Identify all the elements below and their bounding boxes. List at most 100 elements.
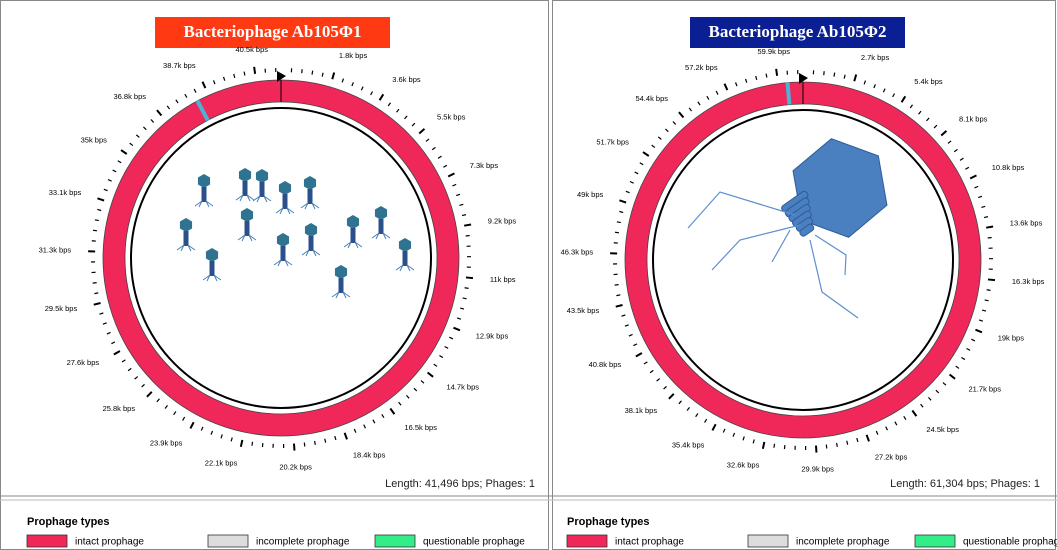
scale-tick: [615, 285, 619, 286]
scale-tick: [99, 313, 103, 314]
scale-tick: [844, 75, 845, 79]
scale-tick: [465, 288, 469, 289]
scale-tick: [190, 422, 193, 428]
scale-tick: [982, 310, 986, 311]
scale-tick: [669, 394, 674, 399]
scale-tick: [421, 381, 424, 384]
scale-tick: [987, 290, 991, 291]
scale-tick: [174, 411, 176, 414]
scale-tick: [315, 441, 316, 445]
scale-tick: [352, 82, 354, 86]
tick-label: 38.7k bps: [163, 61, 196, 70]
legend-label: incomplete prophage: [256, 537, 350, 548]
scale-tick: [304, 443, 305, 447]
phage-tail: [281, 246, 286, 261]
scale-tick: [943, 383, 946, 386]
tick-label: 12.9k bps: [476, 332, 509, 341]
scale-tick: [615, 232, 619, 233]
scale-tick: [975, 330, 981, 333]
scale-tick: [619, 200, 626, 202]
scale-tick: [434, 364, 437, 366]
legend-title: Prophage types: [567, 516, 650, 528]
scale-tick: [157, 110, 161, 115]
scale-tick: [464, 224, 471, 225]
tick-label: 16.3k bps: [1012, 277, 1045, 286]
scale-tick: [956, 366, 959, 368]
scale-tick: [948, 141, 951, 144]
tick-label: 25.8k bps: [103, 404, 136, 413]
tick-label: 35.4k bps: [672, 440, 705, 449]
scale-tick: [382, 414, 384, 417]
scale-tick: [135, 377, 138, 380]
scale-tick: [361, 87, 363, 91]
scale-tick: [406, 395, 409, 398]
scale-tick: [234, 74, 235, 78]
scale-tick: [689, 108, 691, 111]
tick-label: 57.2k bps: [685, 63, 718, 72]
scale-tick: [665, 129, 668, 132]
tick-label: 20.2k bps: [279, 462, 312, 471]
scale-tick: [971, 339, 975, 341]
scale-tick: [201, 427, 203, 431]
scale-tick: [874, 84, 876, 88]
scale-tick: [970, 175, 976, 178]
scale-tick: [151, 119, 154, 122]
figure: Bacteriophage Ab105Φ11.8k bps3.6k bps5.5…: [0, 0, 1057, 550]
tick-label: 35k bps: [81, 136, 108, 145]
scale-tick: [876, 431, 878, 435]
scale-tick: [753, 439, 754, 443]
scale-tick: [974, 186, 978, 188]
scale-tick: [165, 405, 167, 408]
scale-tick: [736, 82, 737, 86]
scale-tick: [114, 351, 120, 355]
scale-tick: [657, 379, 660, 382]
phage-tail: [308, 189, 313, 204]
scale-tick: [904, 416, 906, 419]
scale-tick: [928, 397, 931, 400]
scale-tick: [399, 402, 402, 405]
scale-tick: [960, 158, 963, 160]
scale-tick: [103, 323, 107, 324]
scale-tick: [716, 91, 718, 95]
scale-tick: [241, 440, 242, 447]
scale-tick: [707, 96, 709, 99]
scale-tick: [414, 388, 417, 391]
legend-label: intact prophage: [615, 537, 684, 548]
tick-label: 49k bps: [577, 190, 604, 199]
scale-tick: [705, 419, 707, 422]
scale-tick: [756, 76, 757, 80]
scale-tick: [312, 71, 313, 75]
scale-tick: [616, 305, 623, 307]
scale-tick: [763, 442, 764, 449]
phage-tail: [351, 228, 356, 243]
tick-label: 19k bps: [998, 334, 1025, 343]
tick-label: 23.9k bps: [150, 438, 183, 447]
phage-tail: [260, 182, 265, 197]
scale-tick: [867, 435, 869, 442]
scale-tick: [373, 420, 375, 423]
scale-tick: [950, 375, 956, 379]
tick-label: 36.8k bps: [113, 92, 146, 101]
scale-tick: [633, 344, 637, 346]
phage-tail: [403, 251, 408, 266]
phage-tail: [379, 219, 384, 234]
scale-tick: [462, 215, 466, 216]
scale-tick: [443, 165, 446, 167]
tick-label: 32.6k bps: [727, 460, 760, 469]
scale-tick: [743, 436, 744, 440]
scale-tick: [457, 318, 461, 319]
scale-tick: [221, 434, 222, 438]
scale-tick: [128, 368, 131, 370]
legend-swatch: [27, 535, 67, 547]
panel-title: Bacteriophage Ab105Φ2: [709, 22, 887, 41]
scale-tick: [388, 103, 390, 106]
tick-label: 27.2k bps: [875, 452, 908, 461]
region-marker: [787, 83, 789, 105]
scale-tick: [978, 196, 982, 197]
scale-tick: [111, 342, 115, 344]
scale-tick: [130, 143, 133, 145]
scale-tick: [426, 139, 429, 142]
tick-label: 31.3k bps: [39, 246, 72, 255]
scale-tick: [774, 444, 775, 448]
scale-tick: [834, 73, 835, 77]
